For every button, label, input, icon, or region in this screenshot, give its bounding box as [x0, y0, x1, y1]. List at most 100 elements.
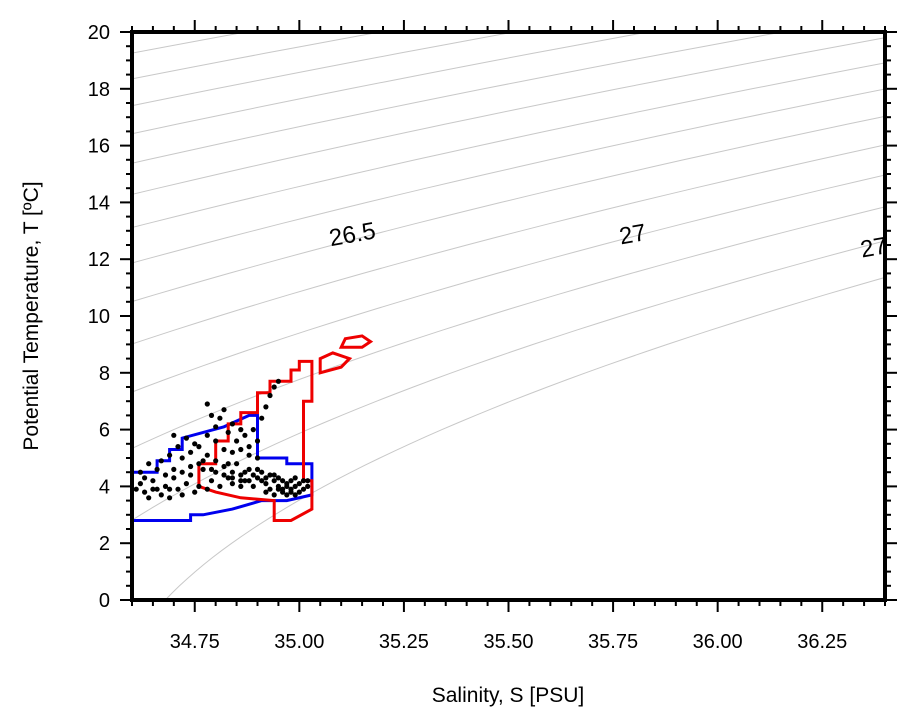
data-point: [221, 407, 227, 413]
data-point: [271, 384, 277, 390]
data-point: [267, 472, 273, 478]
data-point: [208, 478, 215, 484]
data-point: [246, 478, 252, 484]
data-point: [250, 483, 256, 489]
y-tick-label: 8: [99, 363, 110, 385]
data-point: [263, 489, 269, 495]
y-tick-label: 0: [99, 590, 110, 612]
data-point: [296, 489, 302, 495]
data-point: [175, 486, 181, 492]
scatter-points: [133, 378, 311, 501]
data-point: [200, 458, 206, 464]
data-point: [259, 415, 265, 421]
data-point: [225, 461, 231, 467]
data-point: [267, 392, 273, 399]
data-point: [288, 489, 294, 495]
isopycnal-line: [132, 32, 783, 164]
y-tick-label: 6: [99, 420, 110, 442]
isopycnal-line: [132, 174, 885, 393]
data-point: [213, 458, 219, 464]
data-point: [292, 492, 298, 498]
data-point: [284, 483, 290, 489]
data-point: [225, 429, 231, 435]
data-point: [221, 463, 227, 470]
x-tick-label: 34.75: [170, 631, 220, 653]
x-tick-label: 36.00: [693, 631, 743, 653]
data-point: [188, 463, 194, 470]
plot-frame: [130, 30, 887, 602]
data-point: [229, 469, 235, 475]
x-tick-label: 35.00: [274, 631, 324, 653]
data-point: [192, 489, 198, 495]
data-point: [204, 401, 210, 407]
data-point: [162, 483, 169, 489]
data-point: [259, 478, 265, 484]
data-point: [234, 438, 240, 444]
data-point: [280, 486, 286, 492]
data-point: [154, 486, 160, 492]
data-point: [179, 469, 185, 475]
data-point: [137, 469, 143, 475]
data-point: [196, 444, 202, 450]
isopycnal-lines: [132, 32, 885, 600]
data-point: [246, 444, 252, 450]
data-point: [167, 495, 173, 501]
isopycnal-label: 27: [617, 219, 648, 250]
data-point: [217, 483, 223, 489]
data-point: [229, 421, 235, 427]
data-point: [242, 432, 248, 438]
data-point: [204, 432, 210, 438]
data-point: [254, 438, 261, 444]
isopycnal-line: [132, 206, 885, 449]
data-point: [242, 478, 248, 484]
data-point: [133, 486, 139, 492]
data-point: [292, 475, 298, 481]
data-point: [300, 478, 307, 484]
data-point: [263, 404, 269, 410]
data-point: [213, 469, 219, 475]
y-tick-label: 4: [99, 476, 110, 498]
isopycnal-line: [132, 115, 885, 303]
data-point: [188, 449, 194, 455]
x-tick-label: 35.25: [379, 631, 429, 653]
data-point: [254, 466, 261, 472]
data-point: [196, 483, 202, 489]
red-density-outline: [318, 351, 353, 375]
data-point: [250, 427, 256, 433]
x-axis-label: Salinity, S [PSU]: [432, 684, 585, 707]
data-point: [238, 483, 244, 489]
data-point: [305, 483, 311, 489]
isopycnal-label: 26.5: [327, 217, 378, 252]
data-point: [271, 472, 277, 478]
data-point: [263, 481, 269, 487]
data-point: [292, 483, 298, 489]
data-point: [196, 461, 202, 467]
isopycnal-line: [132, 37, 885, 195]
isopycnal-line: [132, 32, 648, 135]
data-point: [171, 466, 177, 472]
x-tick-label: 36.25: [797, 631, 847, 653]
data-point: [158, 492, 164, 498]
data-point: [142, 489, 148, 495]
data-point: [146, 461, 152, 467]
data-point: [167, 486, 173, 492]
data-point: [179, 455, 185, 461]
data-point: [171, 432, 177, 438]
isopycnal-line: [132, 32, 246, 54]
data-point: [246, 466, 252, 472]
data-point: [300, 486, 307, 492]
isopycnal-line: [132, 88, 885, 264]
data-point: [267, 486, 273, 492]
data-point: [183, 435, 189, 441]
y-tick-label: 12: [88, 249, 110, 271]
data-point: [213, 424, 219, 430]
data-point: [208, 412, 215, 418]
data-point: [146, 495, 152, 501]
data-point: [208, 466, 215, 472]
y-axis-label: Potential Temperature, T [ºC]: [20, 181, 43, 450]
data-point: [229, 475, 235, 481]
data-point: [150, 486, 156, 492]
y-tick-label: 2: [99, 533, 110, 555]
data-point: [263, 475, 269, 481]
